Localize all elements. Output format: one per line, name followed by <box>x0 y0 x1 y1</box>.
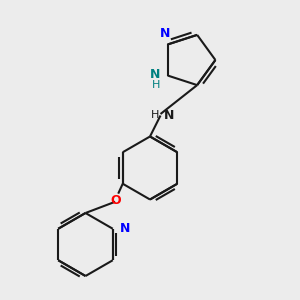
Text: N: N <box>164 109 174 122</box>
Text: H: H <box>151 110 159 120</box>
Text: H: H <box>152 80 160 89</box>
Text: N: N <box>160 27 170 40</box>
Text: O: O <box>110 194 121 207</box>
Text: N: N <box>119 222 130 235</box>
Text: N: N <box>150 68 160 80</box>
